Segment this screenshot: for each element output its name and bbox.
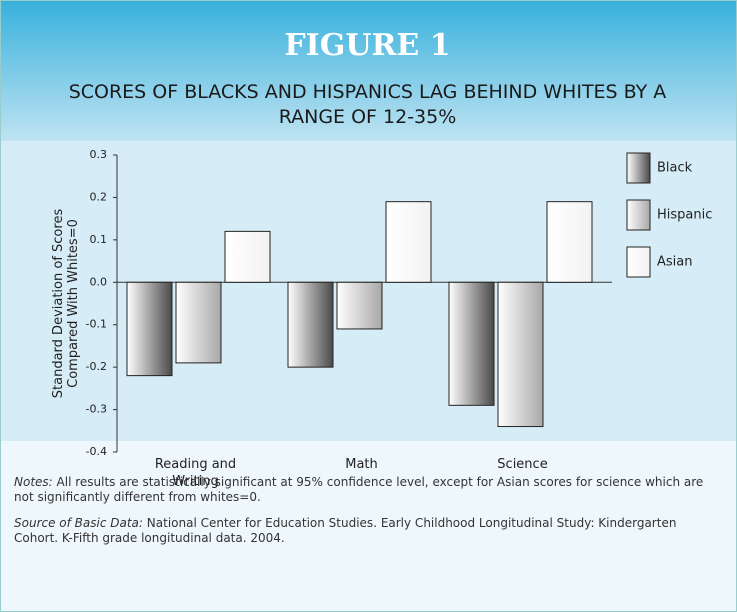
header <box>1 1 736 141</box>
x-tick-label: Science <box>497 457 548 472</box>
bar <box>287 281 334 368</box>
notes-label: Notes: <box>14 475 53 489</box>
y-tick-label: 0.1 <box>90 233 108 246</box>
x-tick-label: Math <box>345 457 378 472</box>
legend-label: Asian <box>657 255 692 270</box>
notes-text: All results are statistically significan… <box>14 475 704 504</box>
legend-swatch <box>626 199 651 231</box>
chart-subtitle: SCORES OF BLACKS AND HISPANICS LAG BEHIN… <box>68 81 667 128</box>
y-tick-label: -0.1 <box>86 318 107 331</box>
y-axis-label: Standard Deviation of ScoresCompared Wit… <box>51 209 81 399</box>
source-text: National Center for Education Studies. E… <box>14 516 677 545</box>
legend-swatch <box>626 246 651 278</box>
notes: Notes: All results are statistically sig… <box>14 475 724 505</box>
y-tick-label: 0.3 <box>90 148 108 161</box>
x-tick-label: Reading and Writing <box>154 457 237 489</box>
y-axis-label-line: Compared With Whites=0 <box>66 219 81 388</box>
bar <box>175 281 222 364</box>
chart-title: FIGURE 1 <box>284 28 451 63</box>
y-tick-label: -0.2 <box>86 360 107 373</box>
y-tick-label: 0.2 <box>90 190 108 203</box>
y-tick-label: -0.4 <box>86 445 107 458</box>
bar <box>448 281 495 406</box>
legend-label: Black <box>657 161 693 176</box>
source-label: Source of Basic Data: <box>14 516 143 530</box>
y-tick-label: -0.3 <box>86 403 107 416</box>
bar <box>497 281 544 428</box>
y-axis-label-line: Standard Deviation of Scores <box>51 209 66 399</box>
source: Source of Basic Data: National Center fo… <box>14 516 724 546</box>
bar <box>546 201 593 283</box>
bar <box>224 230 271 283</box>
bar <box>336 281 383 330</box>
legend-swatch <box>626 152 651 184</box>
y-tick-label: 0.0 <box>90 275 108 288</box>
bar <box>385 201 432 283</box>
legend-label: Hispanic <box>657 208 712 223</box>
bar <box>126 281 173 377</box>
